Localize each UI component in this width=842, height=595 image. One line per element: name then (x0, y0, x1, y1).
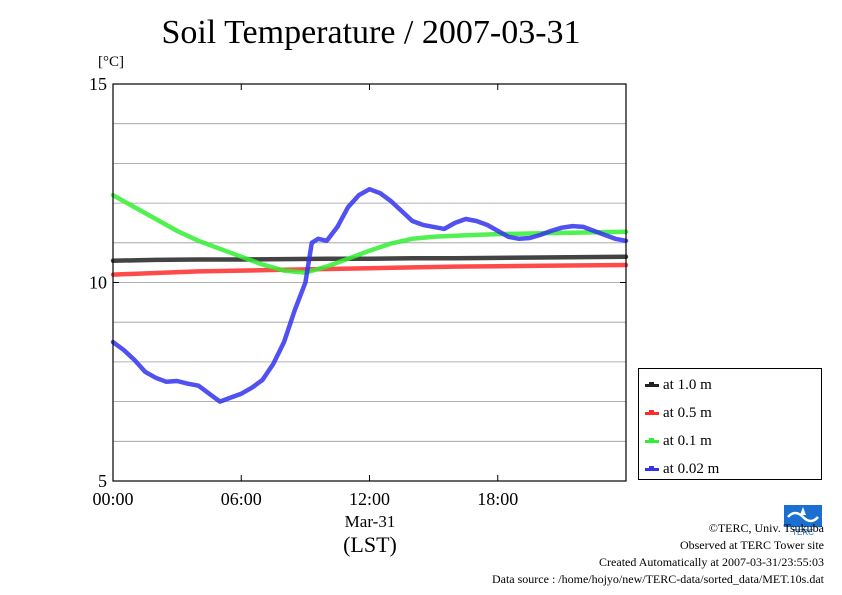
series-line-0 (110, 254, 629, 263)
credits-block: ©TERC, Univ. Tsukuba Observed at TERC To… (492, 520, 824, 588)
legend-label: at 0.5 m (663, 404, 712, 421)
legend-swatch (645, 381, 659, 387)
site-text: Observed at TERC Tower site (679, 538, 824, 552)
y-tick-label: 15 (89, 74, 107, 94)
x-tick-label: 18:00 (477, 489, 518, 509)
legend: at 1.0 m at 0.5 m at 0.1 m at 0.02 m (638, 368, 822, 480)
source-text: Data source : /home/hojyo/new/TERC-data/… (491, 572, 824, 586)
created-text: Created Automatically at 2007-03-31/23:5… (599, 555, 824, 569)
legend-swatch (645, 409, 659, 415)
x-axis-date-label: Mar-31 (344, 512, 396, 531)
y-axis-unit-label: [°C] (98, 54, 124, 70)
legend-label: at 0.02 m (663, 460, 720, 477)
legend-item: at 0.5 m (645, 403, 712, 423)
legend-swatch (645, 465, 659, 471)
series-line-1 (110, 262, 629, 277)
legend-label: at 0.1 m (663, 432, 712, 449)
terc-logo-icon: TERC (784, 505, 822, 537)
x-tick-label: 00:00 (92, 489, 133, 509)
legend-swatch (645, 437, 659, 443)
legend-item: at 1.0 m (645, 375, 712, 395)
legend-item: at 0.02 m (645, 459, 719, 479)
y-tick-label: 10 (89, 273, 107, 293)
legend-item: at 0.1 m (645, 431, 712, 451)
grid-layer (113, 123, 626, 442)
series-layer (110, 186, 629, 404)
logo-text: TERC (792, 528, 814, 537)
x-axis-label: (LST) (343, 532, 397, 557)
x-tick-label: 12:00 (349, 489, 390, 509)
chart-title: Soil Temperature / 2007-03-31 (161, 14, 581, 51)
copyright-text: ©TERC, Univ. Tsukuba (708, 521, 824, 535)
series-line-3 (110, 186, 629, 404)
x-tick-label: 06:00 (221, 489, 262, 509)
tick-layer: 5 10 15 00:00 06:00 12:00 18:00 (89, 74, 626, 509)
y-tick-label: 5 (98, 471, 107, 491)
legend-label: at 1.0 m (663, 376, 712, 393)
